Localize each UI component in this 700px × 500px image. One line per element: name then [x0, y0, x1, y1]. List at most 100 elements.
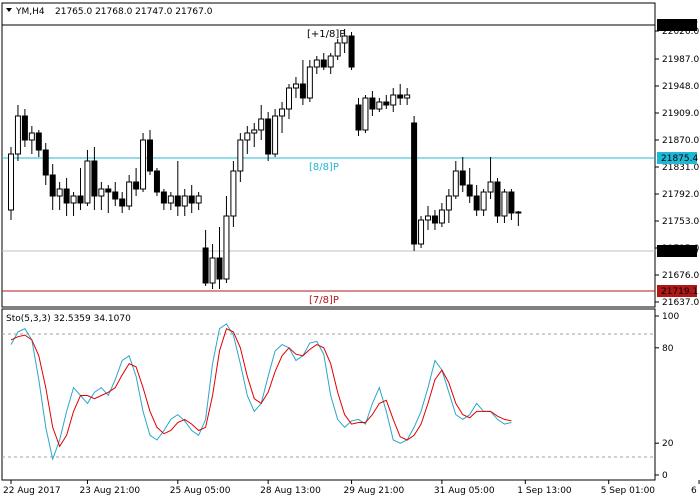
candle-body [49, 174, 56, 197]
level-mid-flag [657, 152, 697, 164]
ohlc-readout: 21765.0 21768.0 21747.0 21767.0 [55, 7, 213, 17]
candle-body [362, 97, 369, 131]
level-lower-value: 21719.1 [661, 287, 698, 297]
candle-body [327, 55, 334, 68]
price-tick-label: 21831.0 [662, 163, 699, 173]
candle-body [251, 129, 258, 134]
candle-body [105, 188, 112, 193]
candle-body [376, 101, 383, 110]
stoch-tick-label: 80 [662, 344, 674, 354]
price-tick-label: 21987.0 [662, 55, 699, 65]
time-tick-label: 1 Sep 13:00 [517, 486, 572, 496]
candle-body [369, 97, 376, 110]
candle-body [147, 139, 153, 172]
candle-body [459, 170, 466, 186]
candle-body [167, 195, 174, 204]
stochastic-panel[interactable] [1, 308, 656, 481]
price-tick-label: 21792.0 [662, 190, 699, 200]
candle-body [216, 257, 223, 280]
time-tick-label: 23 Aug 21:00 [79, 486, 140, 496]
price-tick-label: 21753.0 [662, 217, 699, 227]
price-tick-label: 21676.0 [662, 271, 699, 281]
candle-body [515, 211, 522, 214]
stoch-tick-label: 0 [662, 471, 668, 481]
current-price-flag [657, 245, 697, 257]
time-tick-label: 5 Sep 01:00 [601, 486, 656, 496]
time-tick-label: 25 Aug 05:00 [170, 486, 231, 496]
candle-body [348, 35, 355, 68]
candle-body [174, 195, 181, 207]
candle-body [8, 153, 14, 211]
candle-body [63, 188, 70, 204]
candle-body [445, 195, 452, 211]
price-panel[interactable] [1, 2, 656, 308]
candle-body [334, 42, 341, 57]
candle-body [112, 191, 119, 200]
dropdown-arrow-icon[interactable] [6, 8, 12, 12]
current-price-value: 21767.0 [661, 247, 698, 257]
candle-body [341, 35, 348, 44]
candle-body [21, 115, 28, 141]
candle-body [119, 198, 126, 207]
candle-body [14, 115, 21, 155]
candle-body [188, 195, 195, 204]
stoch-tick-label: 100 [662, 312, 679, 322]
candle-body [494, 181, 501, 217]
candle-body [466, 184, 473, 197]
level-upper-label: [+1/8]P [307, 29, 345, 40]
candle-body [98, 188, 105, 197]
candle-body [508, 191, 515, 214]
price-tick-label: 21909.0 [662, 109, 699, 119]
level-mid-label: [8/8]P [309, 162, 339, 173]
candle-body [265, 118, 272, 155]
candle-body [223, 215, 230, 280]
candle-body [181, 195, 188, 207]
candle-body [404, 94, 411, 99]
candle-body [42, 149, 49, 176]
candle-body [230, 170, 237, 217]
candle-body [313, 59, 320, 68]
candle-body [244, 132, 251, 141]
candle-body [91, 160, 98, 197]
time-tick-label: 29 Aug 21:00 [344, 486, 405, 496]
candle-body [140, 139, 147, 190]
stoch-tick-label: 20 [662, 439, 674, 449]
candle-body [84, 160, 91, 204]
price-tick-label: 21870.0 [662, 136, 699, 146]
candle-body [452, 170, 459, 197]
candle-body [126, 181, 133, 207]
candle-body [390, 94, 397, 106]
candle-body [306, 66, 313, 99]
candle-body [397, 94, 404, 99]
level-lower-label: [7/8]P [309, 295, 339, 306]
candle-body [70, 195, 77, 204]
candle-body [299, 83, 306, 99]
candle-body [480, 191, 487, 211]
price-axis: 22026.0 21987.0 21948.0 21909.0 21870.0 21831… [655, 27, 699, 308]
candle-body [133, 181, 140, 190]
stochastic-axis: 100 80 20 0 [655, 312, 679, 481]
time-tick-label: 6 Sep 09:00 [691, 486, 700, 496]
time-axis: 22 Aug 2017 23 Aug 21:00 25 Aug 05:00 28 Au… [3, 480, 700, 496]
candle-body [355, 104, 362, 131]
level-mid-value: 21875.4 [661, 154, 698, 164]
candle-body [28, 132, 35, 141]
candle-body [418, 219, 425, 245]
candle-body [160, 191, 167, 204]
time-tick-label: 31 Aug 05:00 [434, 486, 495, 496]
candle-body [258, 118, 265, 131]
price-tick-label: 21948.0 [662, 82, 699, 92]
candle-body [411, 122, 418, 245]
candle-body [56, 188, 63, 197]
candle-body [292, 83, 299, 89]
candle-body [272, 115, 279, 155]
indicator-label: Sto(5,3,3) 32.5359 34.1070 [6, 314, 131, 324]
level-lower-flag [657, 285, 697, 297]
candle-body [77, 195, 84, 204]
candle-body [237, 139, 244, 172]
candle-body [501, 191, 508, 217]
candle-body [320, 59, 327, 68]
candle-body [209, 257, 216, 284]
time-tick-label: 22 Aug 2017 [3, 486, 61, 496]
